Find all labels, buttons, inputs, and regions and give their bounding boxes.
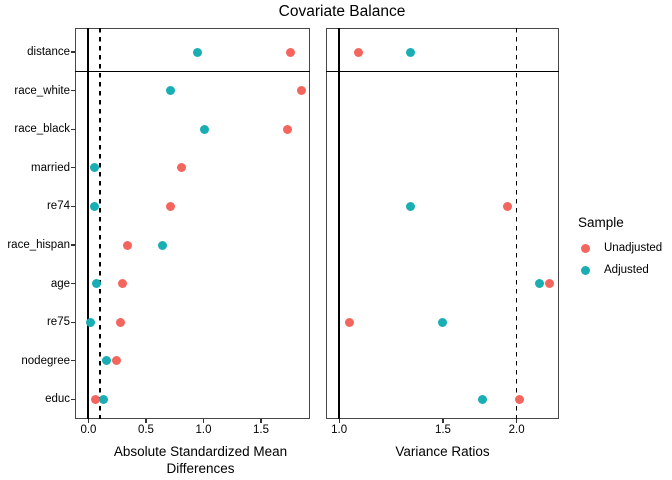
y-tick [71, 128, 75, 130]
legend-item-label: Adjusted [604, 264, 649, 276]
x-tick [338, 419, 340, 423]
x-axis-title: Absolute Standardized Mean [113, 444, 288, 459]
data-point [282, 124, 292, 134]
data-point [177, 163, 187, 173]
legend-item-label: Unadjusted [604, 242, 663, 254]
x-tick-label: 0.0 [80, 424, 97, 436]
data-point [200, 124, 210, 134]
data-point [502, 201, 512, 211]
data-point [157, 240, 167, 250]
data-point [123, 240, 133, 250]
x-tick-label: 1.5 [252, 424, 269, 436]
x-tick-label: 1.0 [195, 424, 212, 436]
data-point [102, 356, 112, 366]
data-point [98, 394, 108, 404]
y-tick [71, 167, 75, 169]
data-point [438, 317, 448, 327]
data-point [193, 47, 203, 57]
x-tick [442, 419, 444, 423]
x-tick-label: 0.5 [137, 424, 154, 436]
x-tick [260, 419, 262, 423]
distance-separator-line [326, 70, 559, 72]
x-tick-label: 1.5 [434, 424, 451, 436]
y-tick [71, 51, 75, 53]
dashed-threshold-line [515, 28, 518, 419]
x-tick [145, 419, 147, 423]
y-axis-label: race_white [14, 84, 70, 97]
y-tick [71, 360, 75, 362]
x-axis-title: Differences [166, 461, 235, 476]
y-tick [71, 244, 75, 246]
data-point [89, 163, 99, 173]
data-point [514, 394, 524, 404]
data-point [111, 356, 121, 366]
legend: Sample Unadjusted Adjusted [578, 214, 662, 285]
y-axis-label: educ [45, 393, 70, 406]
legend-item-adjusted: Adjusted [578, 263, 662, 278]
data-point [405, 201, 415, 211]
y-tick [71, 398, 75, 400]
y-tick [71, 283, 75, 285]
data-point [90, 394, 100, 404]
x-tick-label: 2.0 [508, 424, 525, 436]
solid-reference-line [87, 28, 90, 419]
y-axis-label: re74 [46, 200, 70, 213]
data-point [165, 86, 175, 96]
distance-separator-line [75, 70, 310, 72]
dashed-threshold-line [99, 28, 101, 419]
data-point [544, 279, 554, 289]
y-axis-label: race_black [14, 123, 70, 136]
data-point [477, 394, 487, 404]
data-point [354, 47, 364, 57]
data-point [89, 201, 99, 211]
x-tick [516, 419, 518, 423]
y-axis-label: distance [27, 46, 70, 58]
x-tick [202, 419, 205, 423]
unadjusted-dot-icon [581, 244, 590, 253]
adjusted-dot-icon [581, 266, 590, 275]
legend-title: Sample [578, 215, 624, 230]
y-tick [71, 321, 75, 323]
x-axis-title: Variance Ratios [395, 444, 490, 459]
legend-item-unadjusted: Unadjusted [578, 241, 662, 256]
x-tick [87, 419, 90, 423]
data-point [165, 201, 175, 211]
data-point [92, 279, 101, 289]
y-axis-label: re75 [46, 316, 70, 329]
chart-title: Covariate Balance [278, 3, 406, 20]
data-point [344, 317, 354, 327]
data-point [118, 279, 128, 289]
x-tick-label: 1.0 [331, 424, 348, 436]
data-point [86, 317, 96, 327]
y-axis-label: nodegree [21, 354, 70, 367]
smd-panel [75, 28, 310, 419]
solid-reference-line [338, 28, 341, 419]
data-point [116, 317, 126, 327]
vr-panel [326, 28, 559, 419]
data-point [405, 47, 415, 57]
y-tick [71, 90, 75, 92]
data-point [296, 86, 306, 96]
y-axis-label: married [31, 161, 70, 174]
y-axis-label: race_hispan [7, 239, 70, 251]
y-tick [71, 205, 75, 207]
data-point [535, 279, 545, 289]
y-axis-label: age [50, 277, 70, 290]
data-point [286, 47, 296, 57]
